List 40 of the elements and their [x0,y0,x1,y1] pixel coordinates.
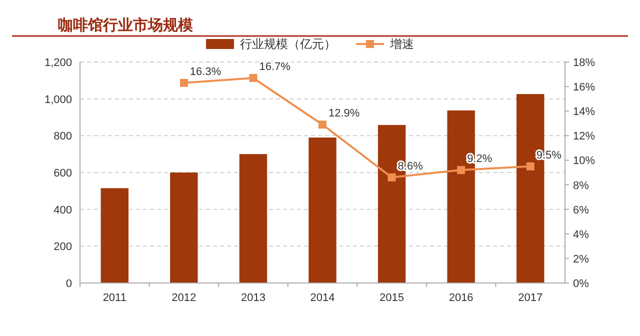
x-tick-label: 2011 [102,292,126,304]
bar [308,138,336,283]
data-label: 12.9% [328,108,360,120]
point [249,74,258,82]
x-tick-label: 2013 [240,292,266,304]
point [526,162,534,170]
y2-tick-label: 8% [573,180,590,192]
y2-tick-label: 0% [573,278,590,290]
point [318,120,326,129]
x-tick-label: 2016 [448,292,474,304]
bar [100,188,128,283]
y-tick-label: 0 [66,278,72,290]
point [388,173,396,182]
point [457,166,466,174]
y2-tick-label: 2% [573,253,590,266]
y-tick-label: 400 [54,204,72,216]
y-tick-label: 1,200 [44,57,72,69]
y2-tick-label: 4% [573,228,590,241]
point [180,78,188,87]
bar [170,172,198,283]
y2-tick-label: 12% [573,130,596,143]
y2-tick-label: 14% [573,106,596,118]
x-tick-label: 2012 [172,292,196,304]
x-tick-label: 2014 [310,292,335,304]
y-tick-label: 600 [54,168,72,180]
y2-tick-label: 16% [573,82,596,94]
y-tick-label: 200 [54,241,72,254]
y2-tick-label: 18% [573,57,596,69]
y2-tick-label: 10% [573,155,596,168]
data-label: 16.7% [259,60,291,73]
y-tick-label: 1,000 [44,94,72,106]
y2-tick-label: 6% [573,204,590,216]
legend-label: 增速 [389,37,414,51]
data-label: 16.3% [190,66,222,78]
x-tick-label: 2017 [518,292,543,304]
legend-label: 行业规模（亿元） [240,37,336,51]
x-tick-label: 2015 [380,292,404,304]
y-tick-label: 800 [54,130,72,143]
bar [239,154,268,283]
chart-title: 咖啡馆行业市场规模 [58,16,194,34]
